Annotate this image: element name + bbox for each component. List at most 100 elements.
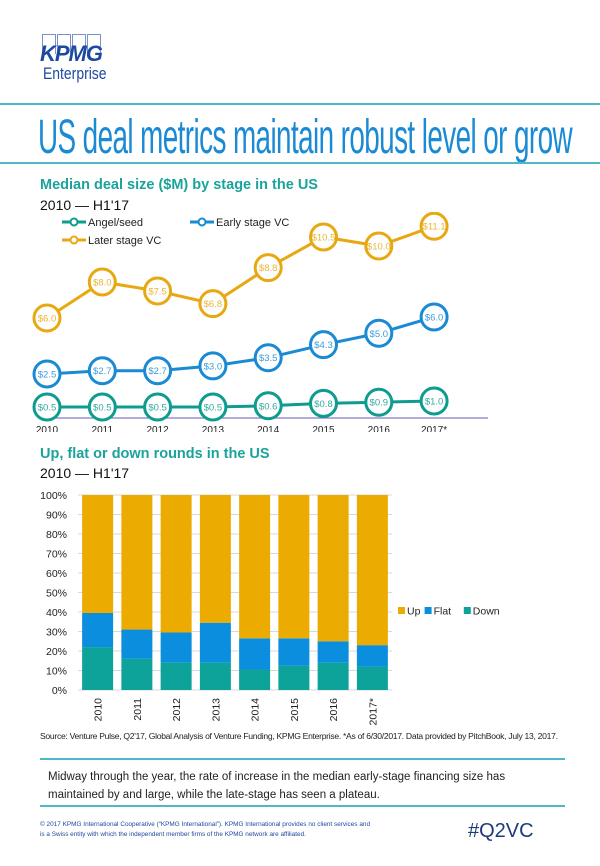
data-point [143,392,173,422]
bar-segment-down [239,669,271,690]
logo-subtitle: Enterprise [43,64,107,83]
bar-segment-flat [199,622,231,663]
bar-segment-up [239,495,271,639]
logo-boxes [42,34,112,54]
bar-segment-up [199,495,231,623]
data-point [198,392,228,422]
data-label: $6.0 [38,314,57,325]
data-label: $1.0 [425,397,444,408]
y-tick-label: 100% [40,490,67,502]
x-tick-label: 2012 [171,698,183,722]
legend-marker-2 [69,235,79,245]
legend-swatch-down [463,607,471,614]
data-point [419,386,449,416]
data-label: $0.5 [148,403,167,414]
data-point [143,356,173,386]
legend-label: Up [407,606,421,618]
bar-segment-down [121,658,153,690]
x-tick-label: 2011 [92,425,114,432]
data-point [253,253,283,283]
x-tick-label: 2011 [132,698,144,721]
legend-label: Angel/seed [88,217,143,229]
data-point [87,267,117,297]
bar-segment-up [317,495,349,642]
data-point [364,231,394,261]
line-chart-subtitle: 2010 — H1'17 [40,197,130,213]
bar-segment-down [317,662,349,690]
logo-wordmark: KPMG [40,41,103,66]
data-label: $0.5 [93,403,112,414]
data-label: $11.1 [423,222,446,233]
data-point [309,222,338,252]
y-tick-label: 80% [46,529,67,541]
bar-segment-down [356,666,388,690]
y-tick-label: 10% [46,666,67,678]
legend-swatch-up [398,607,405,614]
y-tick-label: 60% [46,568,67,580]
data-point [309,388,338,418]
bar-segment-flat [82,612,114,648]
y-tick-label: 0% [52,685,67,697]
bar-segment-up [121,495,153,630]
legend-label: Down [473,606,500,618]
data-label: $8.0 [93,278,112,289]
legend-marker-1 [197,217,207,227]
data-point [87,392,117,422]
data-point [419,212,449,241]
data-point [32,392,62,422]
bar-segment-flat [121,629,153,659]
line-chart: Angel/seed Early stage VC Later stage VC 20… [32,212,488,432]
x-tick-label: 2017* [421,425,447,432]
bar-segment-up [278,495,310,639]
data-label: $4.3 [314,340,333,351]
bar-segment-flat [278,638,310,666]
bar-segment-down [160,662,192,690]
x-tick-label: 2012 [146,425,169,432]
data-point [198,289,228,319]
x-tick-label: 2014 [250,698,262,722]
bar-segment-up [82,495,114,613]
commentary: Midway through the year, the rate of inc… [48,771,506,801]
x-tick-label: 2015 [289,698,301,722]
data-label: $8.8 [259,263,278,274]
data-label: $0.9 [370,398,389,409]
data-point [32,359,62,389]
y-tick-label: 90% [46,510,67,522]
bar-segment-up [356,495,388,646]
x-tick-label: 2016 [368,425,391,432]
data-label: $2.7 [93,366,112,377]
data-point [143,276,173,306]
bar-segment-up [160,495,192,633]
copyright: © 2017 KPMG International Cooperative (“… [40,821,370,838]
data-label: $10.0 [367,242,391,253]
legend-swatch-flat [424,607,432,614]
data-label: $5.0 [370,329,389,340]
legend-marker-0 [69,217,79,227]
bar-segment-flat [317,641,349,663]
data-point [309,330,338,360]
data-point [419,302,449,332]
data-label: $2.7 [148,366,167,377]
data-point [253,343,283,373]
data-label: $2.5 [38,370,57,381]
x-tick-label: 2013 [210,698,222,722]
data-label: $7.5 [148,287,167,298]
header-rule-top [0,103,600,105]
data-label: $6.0 [425,312,444,323]
data-label: $0.5 [204,403,223,414]
data-point [364,318,394,348]
x-tick-label: 2013 [202,425,225,432]
x-tick-label: 2015 [312,425,335,432]
data-label: $10.5 [312,233,336,244]
bar-segment-flat [239,638,271,670]
bar-segment-down [278,665,310,690]
x-tick-label: 2010 [36,425,59,432]
data-label: $0.5 [38,403,57,414]
bar-segment-down [82,647,114,690]
data-point [87,356,117,386]
bar-chart-subtitle: 2010 — H1'17 [40,465,130,481]
footer-rule [40,805,565,807]
x-tick-label: 2016 [328,698,340,722]
note-rule-top [40,758,565,760]
data-point [364,387,394,417]
